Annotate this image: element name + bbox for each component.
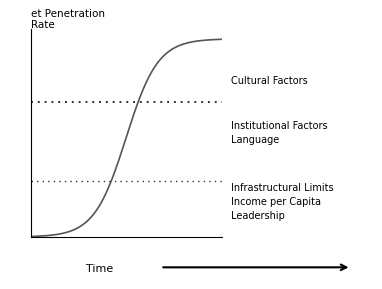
Text: et Penetration: et Penetration [31,9,105,19]
Text: Rate: Rate [31,20,54,30]
Text: Institutional Factors
Language: Institutional Factors Language [231,121,328,145]
Text: Time: Time [86,264,113,274]
Text: Infrastructural Limits
Income per Capita
Leadership: Infrastructural Limits Income per Capita… [231,183,334,221]
Text: Cultural Factors: Cultural Factors [231,76,308,86]
